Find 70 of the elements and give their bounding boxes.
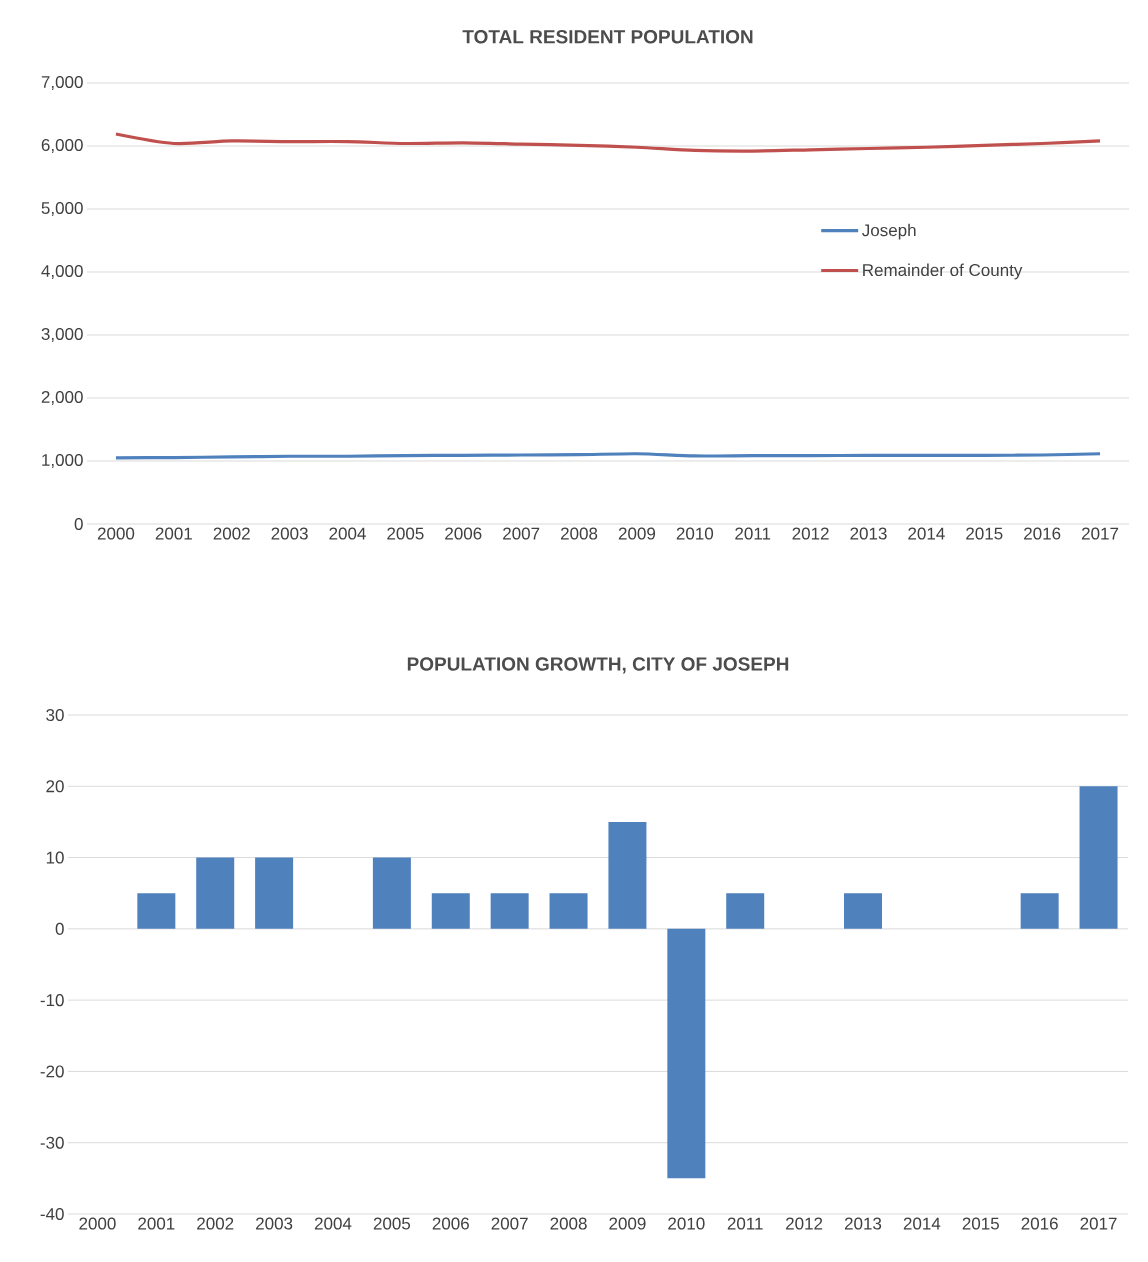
x-tick-label: 2001 <box>138 1217 175 1230</box>
x-tick-label: 2002 <box>197 1217 234 1230</box>
x-tick-label: 2004 <box>314 1217 352 1230</box>
x-tick-label: 2000 <box>79 1217 116 1230</box>
y-tick-label: 1,000 <box>42 453 83 469</box>
y-tick-label: 5,000 <box>41 201 83 217</box>
bar <box>843 893 882 929</box>
bar <box>255 857 294 929</box>
x-tick-label: 2011 <box>735 527 771 540</box>
legend-label: Remainder of County <box>863 263 1023 280</box>
x-tick-label: 2009 <box>618 527 656 540</box>
x-tick-label: 2008 <box>561 527 598 540</box>
line-series <box>114 132 1102 153</box>
bar <box>1079 786 1118 929</box>
x-tick-label: 2013 <box>844 1217 882 1230</box>
bar <box>608 821 647 929</box>
y-tick-label: -20 <box>40 1065 64 1078</box>
x-tick-label: 2011 <box>727 1217 763 1230</box>
x-tick-label: 2012 <box>792 527 829 540</box>
x-tick-label: 2014 <box>908 527 945 540</box>
x-tick-label: 2016 <box>1021 1217 1058 1230</box>
bar <box>490 893 529 929</box>
chart-title: POPULATION GROWTH, CITY OF JOSEPH <box>407 657 789 674</box>
bar <box>1020 893 1059 929</box>
x-tick-label: 2010 <box>668 1217 705 1230</box>
x-tick-label: 2003 <box>256 1217 293 1230</box>
y-tick-label: -40 <box>40 1207 64 1221</box>
x-tick-label: 2004 <box>329 527 366 540</box>
y-tick-label: 2,000 <box>41 390 83 406</box>
bar <box>549 893 588 929</box>
x-tick-label: 2007 <box>491 1217 528 1230</box>
x-tick-label: 2005 <box>387 527 424 540</box>
y-tick-label: 20 <box>46 780 64 793</box>
bar <box>431 893 470 929</box>
bar <box>196 857 235 929</box>
x-tick-label: 2017 <box>1080 1217 1117 1230</box>
x-tick-label: 2013 <box>850 527 887 540</box>
y-tick-label: -30 <box>40 1136 64 1149</box>
x-tick-label: 2014 <box>903 1217 941 1230</box>
x-tick-label: 2007 <box>503 527 540 540</box>
bar <box>372 857 411 929</box>
y-tick-label: 0 <box>55 922 64 935</box>
x-tick-label: 2000 <box>97 527 135 540</box>
x-tick-label: 2016 <box>1024 527 1061 540</box>
x-tick-label: 2006 <box>432 1217 469 1230</box>
y-tick-label: 7,000 <box>41 75 83 91</box>
y-tick-label: 0 <box>74 517 83 531</box>
x-tick-label: 2015 <box>966 527 1003 540</box>
y-tick-label: 10 <box>46 851 64 864</box>
legend-label: Joseph <box>862 223 916 240</box>
x-tick-label: 2003 <box>271 527 308 540</box>
x-tick-label: 2012 <box>786 1217 823 1230</box>
x-tick-label: 2015 <box>962 1217 999 1230</box>
y-tick-label: 3,000 <box>41 327 83 343</box>
x-tick-label: 2002 <box>213 527 250 540</box>
y-tick-label: 6,000 <box>41 138 83 154</box>
bar <box>726 893 765 929</box>
y-tick-label: 30 <box>46 708 64 722</box>
chart-title: TOTAL RESIDENT POPULATION <box>462 30 753 44</box>
x-tick-label: 2008 <box>550 1217 587 1230</box>
y-tick-label: 4,000 <box>41 264 83 280</box>
x-tick-label: 2009 <box>609 1217 646 1230</box>
x-tick-label: 2005 <box>373 1217 411 1230</box>
x-tick-label: 2006 <box>445 527 482 540</box>
bar <box>137 893 176 929</box>
x-tick-label: 2017 <box>1082 527 1119 540</box>
x-tick-label: 2010 <box>676 527 714 540</box>
x-tick-label: 2001 <box>155 527 192 540</box>
bar <box>667 928 706 1179</box>
y-tick-label: -10 <box>40 994 64 1007</box>
